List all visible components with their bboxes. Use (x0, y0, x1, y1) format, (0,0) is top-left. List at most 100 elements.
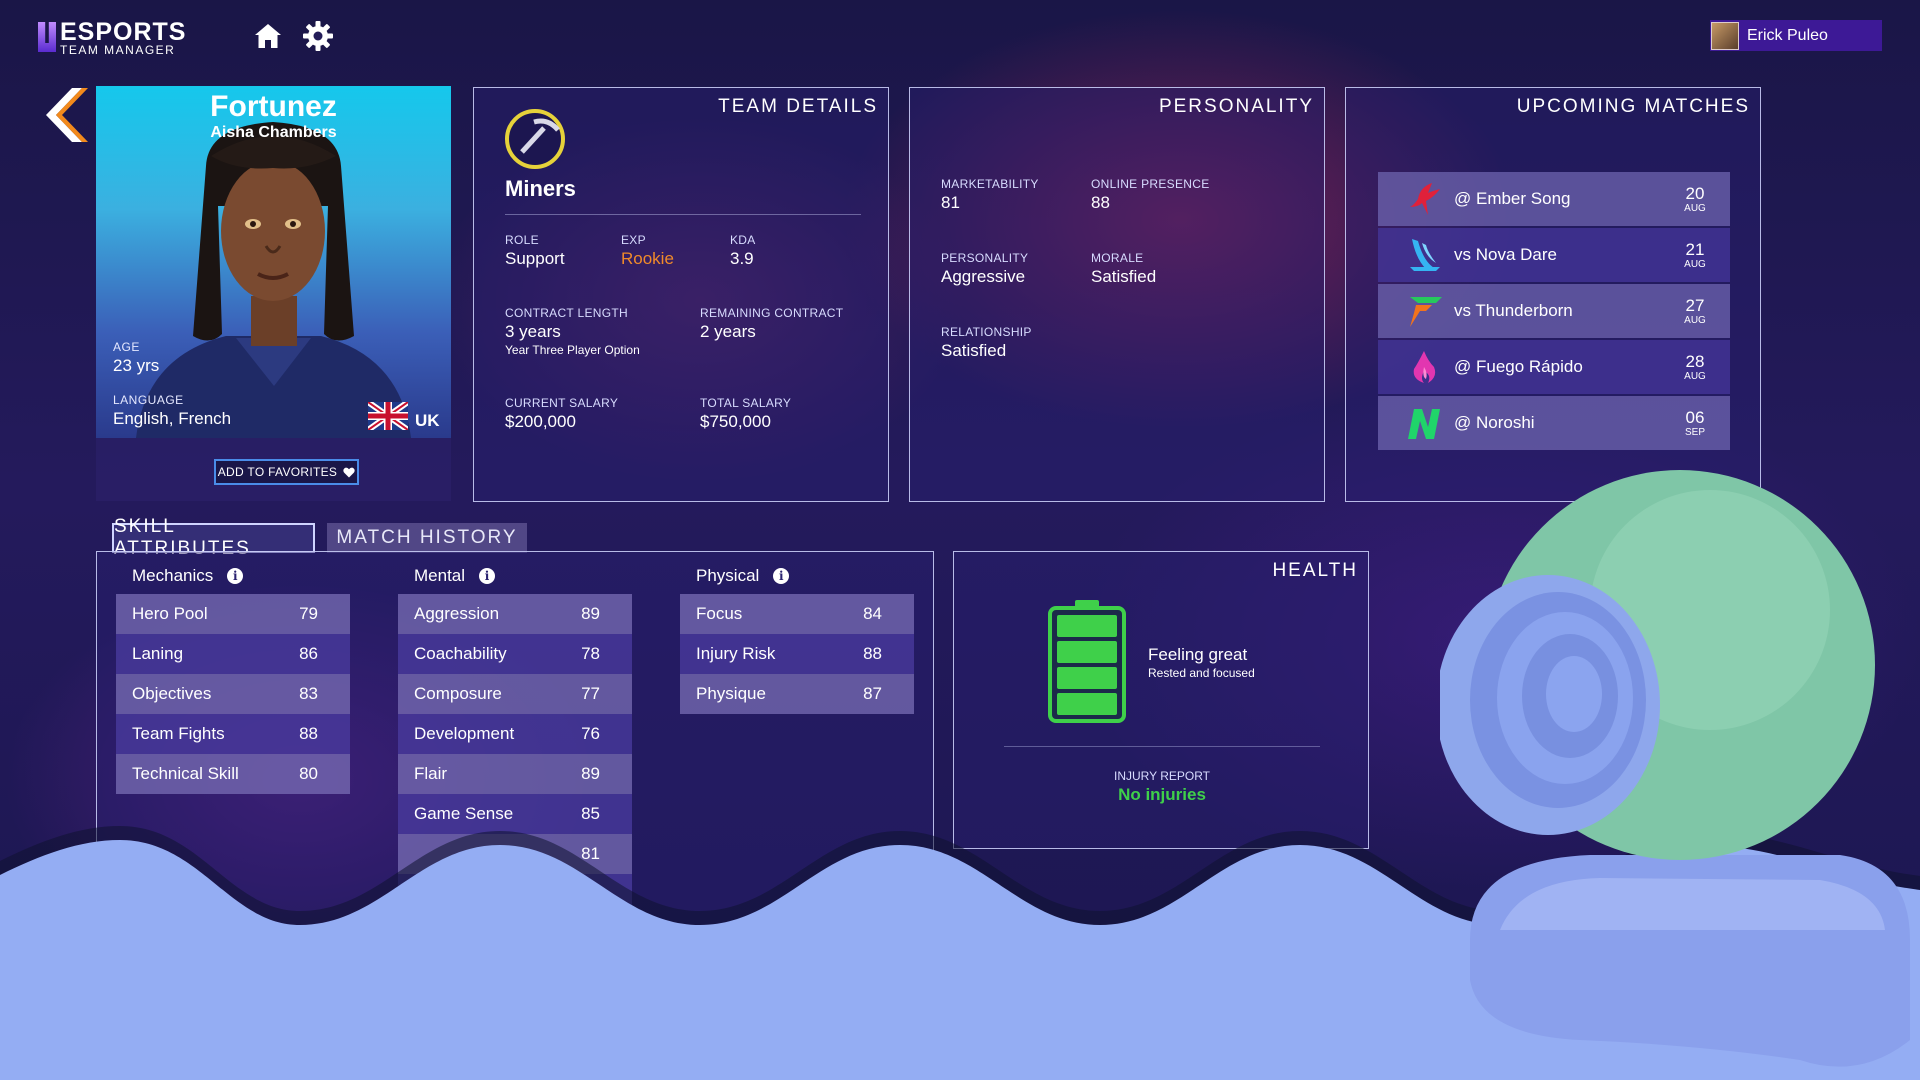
match-month: AUG (1684, 314, 1706, 326)
skill-value: 76 (581, 724, 600, 743)
upcoming-matches-title: UPCOMING MATCHES (1516, 96, 1750, 117)
logo-title: ESPORTS (60, 18, 187, 46)
skill-name: Laning (132, 644, 184, 663)
match-day: 28 (1685, 351, 1705, 371)
physical-info-icon[interactable]: i (773, 568, 790, 584)
user-profile-button[interactable]: Erick Puleo (1710, 20, 1882, 51)
skill-row: Flair 89 (398, 754, 632, 794)
skill-value: 85 (581, 804, 600, 823)
marketability-label: MARKETABILITY (941, 177, 1039, 191)
skill-value: 89 (581, 764, 600, 783)
uk-flag-icon (368, 402, 408, 430)
match-month: AUG (1684, 258, 1706, 270)
health-divider (1004, 746, 1320, 747)
remaining-contract-value: 2 years (700, 322, 756, 341)
age-value: 23 yrs (113, 356, 160, 375)
age-label: AGE (113, 340, 140, 354)
health-status: Feeling great (1148, 645, 1248, 664)
match-date: 20 AUG (1670, 185, 1720, 214)
match-month: AUG (1684, 370, 1706, 382)
upcoming-matches-panel: UPCOMING MATCHES @ Ember Song 20 AUG vs … (1345, 87, 1761, 502)
kda-value: 3.9 (730, 249, 754, 268)
skill-name: Aggression (414, 604, 500, 623)
match-day: 21 (1685, 239, 1705, 259)
match-date: 21 AUG (1670, 241, 1720, 270)
tab-match-history[interactable]: MATCH HISTORY (327, 523, 527, 553)
add-to-favorites-button[interactable]: ADD TO FAVORITES (214, 459, 359, 485)
mechanics-info-icon[interactable]: i (227, 568, 244, 584)
personality-type-value: Aggressive (941, 267, 1026, 286)
gear-icon[interactable] (302, 20, 334, 52)
match-opponent: @ Noroshi (1454, 413, 1535, 432)
skill-value: 88 (863, 644, 882, 663)
skill-row: Composure 77 (398, 674, 632, 714)
team-divider (505, 214, 861, 215)
skill-value: 83 (299, 684, 318, 703)
skill-name: Objectives (132, 684, 212, 703)
user-name: Erick Puleo (1747, 26, 1828, 44)
mechanics-title: Mechanics i (132, 566, 244, 586)
skill-row: Focus 84 (680, 594, 914, 634)
skill-row: Objectives 83 (116, 674, 350, 714)
skill-name: Game Sense (414, 804, 514, 823)
total-salary-value: $750,000 (700, 412, 771, 431)
match-row[interactable]: @ Fuego Rápido 28 AUG (1378, 340, 1730, 394)
kda-label: KDA (730, 233, 756, 247)
health-title: HEALTH (1272, 560, 1358, 581)
flame-logo-icon (1413, 351, 1436, 383)
skill-row: Game Sense 85 (398, 794, 632, 834)
injury-report-label: INJURY REPORT (1113, 769, 1211, 783)
player-portrait: Fortunez Aisha Chambers AGE 23 yrs LANGU… (96, 86, 451, 438)
match-day: 27 (1685, 295, 1705, 315)
match-day: 06 (1685, 407, 1705, 427)
skill-value: 77 (581, 684, 600, 703)
match-day: 20 (1685, 183, 1705, 203)
personality-type-label: PERSONALITY (941, 251, 1029, 265)
match-month: AUG (1684, 202, 1706, 214)
match-row[interactable]: vs Nova Dare 21 AUG (1378, 228, 1730, 282)
injury-report-value: No injuries (1118, 785, 1206, 804)
skill-row: Coachability 78 (398, 634, 632, 674)
match-row[interactable]: @ Noroshi 06 SEP (1378, 396, 1730, 450)
battery-cell (1057, 615, 1117, 637)
language-label: LANGUAGE (113, 393, 184, 407)
relationship-label: RELATIONSHIP (941, 325, 1032, 339)
match-opponent: vs Thunderborn (1454, 301, 1573, 320)
role-value: Support (505, 249, 565, 268)
back-chevron-icon[interactable] (42, 86, 90, 144)
skill-value: 86 (299, 644, 318, 663)
personality-panel: PERSONALITY MARKETABILITY 81 ONLINE PRES… (909, 87, 1325, 502)
country-code: UK (415, 411, 440, 430)
home-icon[interactable] (252, 20, 284, 52)
match-date: 27 AUG (1670, 297, 1720, 326)
match-date: 28 AUG (1670, 353, 1720, 382)
skill-name: Hero Pool (132, 604, 208, 623)
skill-name: Technical Skill (132, 764, 239, 783)
match-row[interactable]: vs Thunderborn 27 AUG (1378, 284, 1730, 338)
battery-cell (1057, 667, 1117, 689)
add-to-favorites-label: ADD TO FAVORITES (217, 465, 338, 479)
physical-label: Physical (696, 566, 760, 585)
mental-info-icon[interactable]: i (479, 568, 496, 584)
skill-value: 79 (299, 604, 318, 623)
team-name: Miners (505, 176, 576, 201)
mental-title: Mental i (414, 566, 496, 586)
health-status-sub: Rested and focused (1148, 666, 1255, 680)
relationship-value: Satisfied (941, 341, 1007, 360)
skill-value: 89 (581, 604, 600, 623)
skill-row: Injury Risk 88 (680, 634, 914, 674)
bolt-logo-icon (1410, 297, 1442, 327)
contract-length-value: 3 years (505, 322, 561, 341)
battery-cell (1057, 693, 1117, 715)
marketability-value: 81 (941, 193, 960, 212)
player-gamertag: Fortunez (210, 90, 337, 123)
skill-row: Physique 87 (680, 674, 914, 714)
current-salary-label: CURRENT SALARY (505, 396, 619, 410)
match-row[interactable]: @ Ember Song 20 AUG (1378, 172, 1730, 226)
skill-row: Aggression 89 (398, 594, 632, 634)
exp-label: EXP (621, 233, 646, 247)
current-salary-value: $200,000 (505, 412, 576, 431)
wing-logo-icon (1410, 239, 1440, 271)
role-label: ROLE (505, 233, 539, 247)
team-logo-icon (505, 109, 565, 169)
